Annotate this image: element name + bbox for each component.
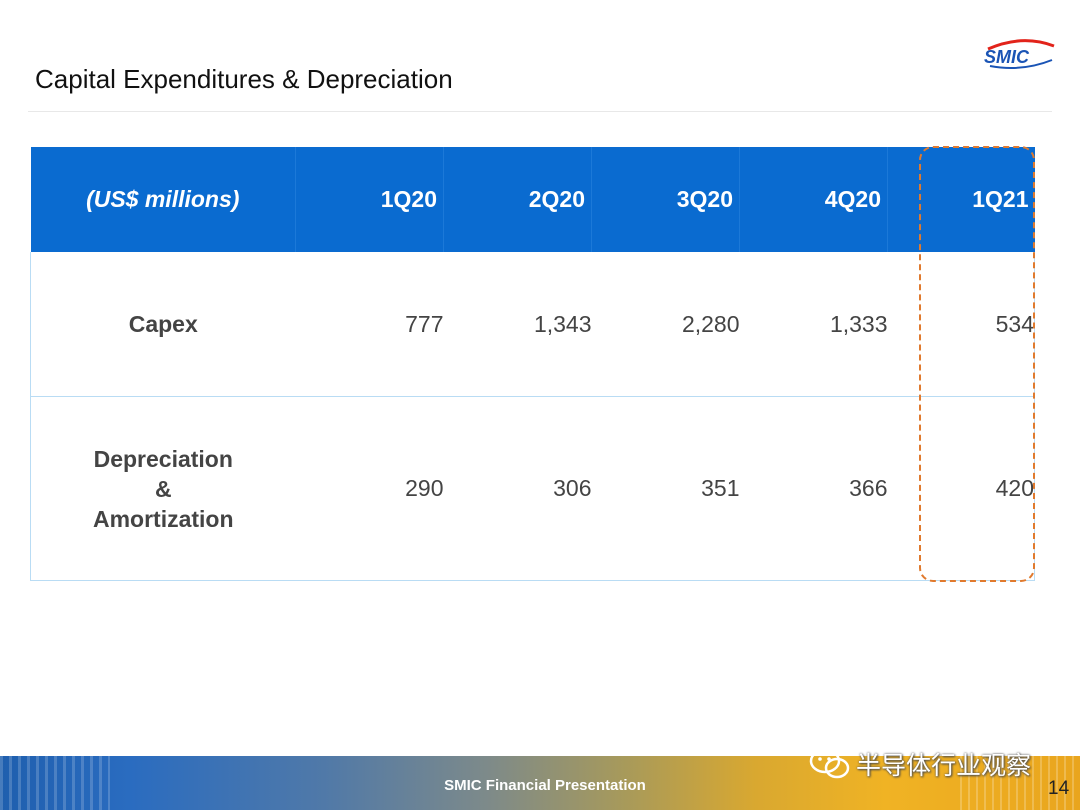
highlight-dashed-box [919, 146, 1035, 582]
table-cell: 534 [887, 252, 1035, 397]
row-label-line: Amortization [92, 505, 234, 532]
footer-building-graphic [960, 756, 1080, 810]
column-header: 4Q20 [739, 147, 888, 252]
table-cell: 351 [591, 396, 740, 581]
table-cell: 2,280 [591, 252, 740, 397]
column-header: 1Q20 [295, 147, 444, 252]
table-row: Depreciation & Amortization 290 306 351 … [30, 396, 1035, 581]
watermark: 半导体行业观察 [808, 744, 1031, 784]
footer-text: SMIC Financial Presentation [444, 777, 646, 794]
row-label-capex: Capex [30, 252, 296, 397]
slide-title: Capital Expenditures & Depreciation [35, 64, 453, 94]
table-cell: 306 [443, 396, 592, 581]
capex-table: (US$ millions) 1Q20 2Q20 3Q20 4Q20 1Q21 … [30, 147, 1035, 581]
table-cell: 1,333 [739, 252, 888, 397]
watermark-text: 半导体行业观察 [856, 751, 1032, 780]
logo-text: SMIC [984, 47, 1030, 67]
smic-logo: SMIC [984, 39, 1055, 69]
page-number: 14 [1048, 778, 1070, 799]
column-header: 2Q20 [443, 147, 592, 252]
table-row: Capex 777 1,343 2,280 1,333 534 [30, 252, 1035, 397]
table-cell: 1,343 [443, 252, 592, 397]
row-label-depreciation: Depreciation & Amortization [30, 396, 296, 581]
footer-building-graphic [0, 756, 110, 810]
table-cell: 290 [295, 396, 444, 581]
wechat-icon [809, 748, 850, 779]
header-units-label: (US$ millions) [30, 147, 296, 252]
table-cell: 366 [739, 396, 888, 581]
table-header-row: (US$ millions) 1Q20 2Q20 3Q20 4Q20 1Q21 [30, 147, 1035, 252]
footer-bar [0, 756, 1080, 810]
row-label-line: Depreciation [93, 445, 233, 472]
column-header: 3Q20 [591, 147, 740, 252]
table-cell: 420 [887, 396, 1035, 581]
table-cell: 777 [295, 252, 444, 397]
title-divider [28, 111, 1052, 112]
row-label-line: & [154, 475, 172, 502]
column-header: 1Q21 [887, 147, 1035, 252]
